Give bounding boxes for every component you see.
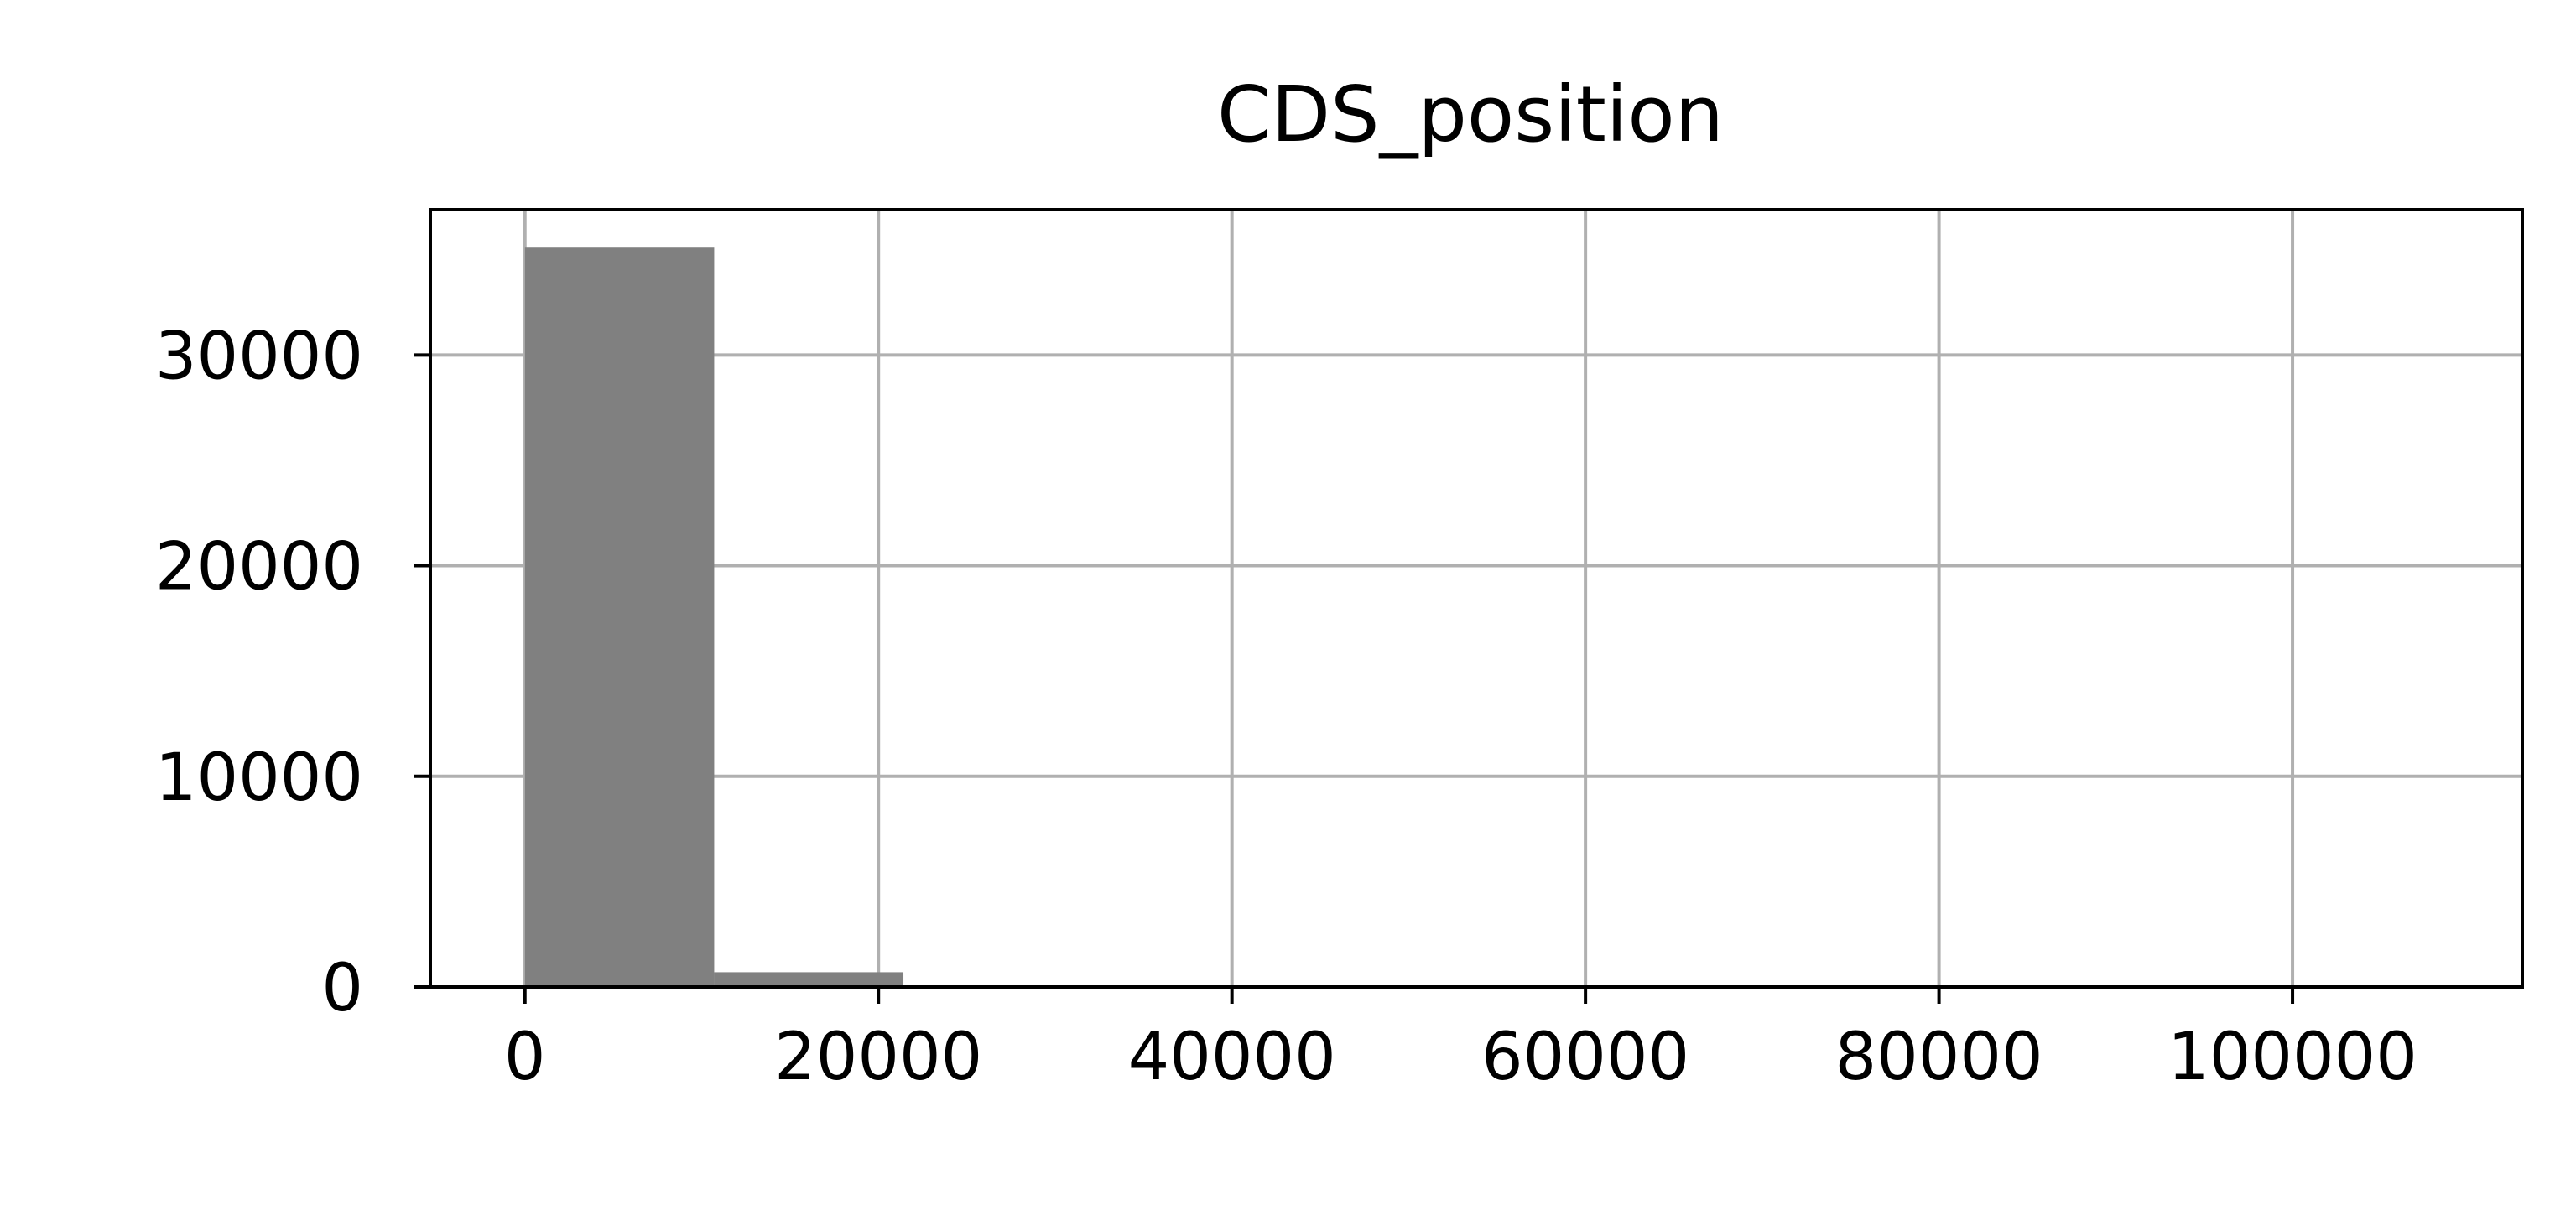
y-tick-label: 20000 — [155, 530, 363, 605]
y-axis-ticks: 0 10000 20000 30000 — [155, 319, 430, 1026]
y-tick-label: 30000 — [155, 319, 363, 394]
x-tick-label: 100000 — [2167, 1020, 2417, 1095]
x-tick-label: 40000 — [1128, 1020, 1336, 1095]
chart-title: CDS_position — [1217, 70, 1724, 159]
x-axis-ticks: 0 20000 40000 60000 80000 100000 — [504, 987, 2417, 1095]
x-tick-label: 20000 — [774, 1020, 982, 1095]
histogram-bar — [524, 247, 715, 988]
y-tick-label: 10000 — [155, 740, 363, 816]
x-tick-label: 80000 — [1835, 1020, 2043, 1095]
bars — [524, 247, 2417, 988]
x-tick-label: 60000 — [1481, 1020, 1689, 1095]
y-tick-label: 0 — [321, 951, 363, 1026]
histogram-bar — [714, 972, 904, 987]
plot-frame — [429, 208, 2524, 989]
x-tick-label: 0 — [504, 1020, 546, 1095]
grid-lines — [430, 210, 2522, 989]
